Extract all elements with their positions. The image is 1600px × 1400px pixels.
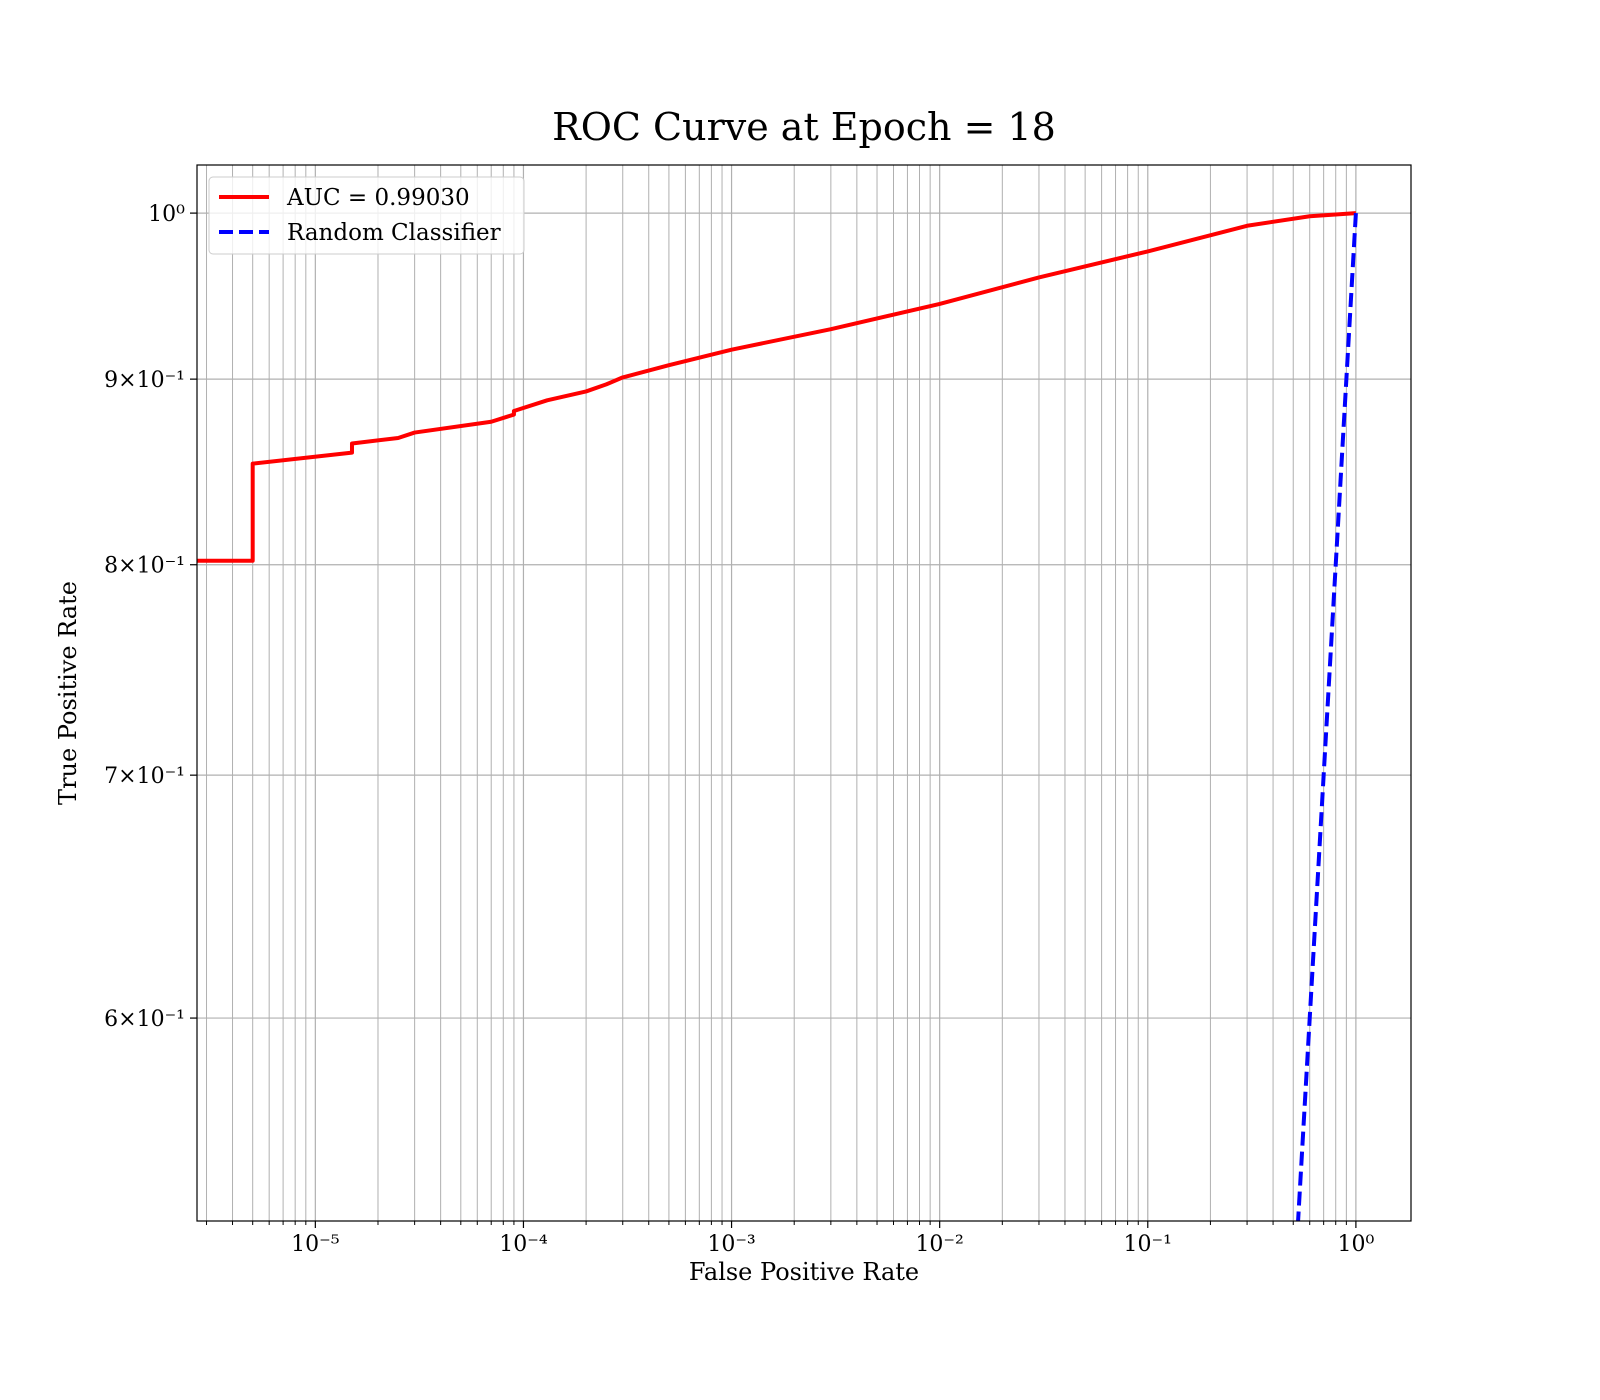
ticks: 10⁻⁵ 10⁻⁴ 10⁻³ 10⁻² 10⁻¹ 10⁰ 6×10⁻¹ 7×10⁻¹ 8×10⁻… bbox=[104, 202, 1374, 1257]
x-tick-label: 10⁻⁴ bbox=[499, 1232, 548, 1257]
y-tick-label: 10⁰ bbox=[148, 202, 185, 227]
plot-lines bbox=[197, 211, 1358, 1221]
chart-title: ROC Curve at Epoch = 18 bbox=[552, 105, 1056, 149]
x-tick-label: 10⁻⁵ bbox=[291, 1232, 339, 1257]
y-axis-label: True Positive Rate bbox=[54, 581, 82, 805]
legend-label: AUC = 0.99030 bbox=[286, 185, 470, 211]
series-line bbox=[197, 211, 1357, 563]
legend-label: Random Classifier bbox=[287, 220, 501, 246]
series-line bbox=[1296, 212, 1358, 1221]
plot-frame bbox=[196, 164, 1412, 1222]
legend: AUC = 0.99030 Random Classifier bbox=[208, 176, 525, 255]
x-tick-label: 10⁻¹ bbox=[1124, 1232, 1172, 1257]
x-axis-label: False Positive Rate bbox=[689, 1258, 919, 1286]
x-tick-label: 10⁰ bbox=[1337, 1232, 1374, 1257]
y-tick-label: 7×10⁻¹ bbox=[104, 764, 185, 789]
y-tick-label: 6×10⁻¹ bbox=[104, 1007, 185, 1032]
y-tick-label: 9×10⁻¹ bbox=[104, 368, 185, 393]
x-tick-label: 10⁻² bbox=[915, 1232, 963, 1257]
y-tick-label: 8×10⁻¹ bbox=[104, 554, 185, 579]
x-tick-label: 10⁻³ bbox=[707, 1232, 755, 1257]
legend-box bbox=[208, 176, 525, 255]
